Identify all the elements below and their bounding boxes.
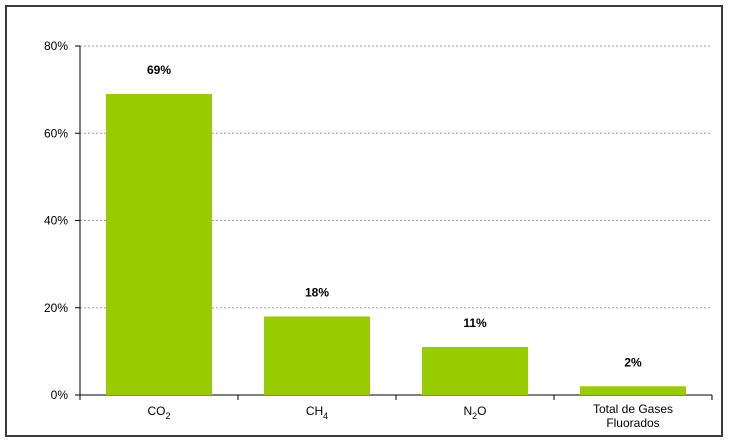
bar-0: [106, 93, 212, 396]
bar-3: [580, 386, 686, 395]
y-tick-label: 40%: [44, 214, 68, 228]
bar-1: [264, 316, 370, 395]
data-label-2: 11%: [463, 316, 487, 330]
data-label-0: 69%: [147, 63, 171, 77]
data-label-1: 18%: [305, 285, 329, 299]
category-label-0: CO2: [147, 404, 170, 421]
bar-2: [422, 347, 528, 395]
y-tick-label: 20%: [44, 301, 68, 315]
category-label-1: CH4: [306, 404, 328, 421]
y-tick-label: 60%: [44, 126, 68, 140]
category-label-3: Total de Gases Fluorados: [593, 402, 673, 430]
data-label-3: 2%: [624, 355, 642, 369]
y-tick-label: 80%: [44, 39, 68, 53]
y-tick-label: 0%: [51, 388, 69, 402]
category-label-2: N2O: [463, 404, 486, 421]
